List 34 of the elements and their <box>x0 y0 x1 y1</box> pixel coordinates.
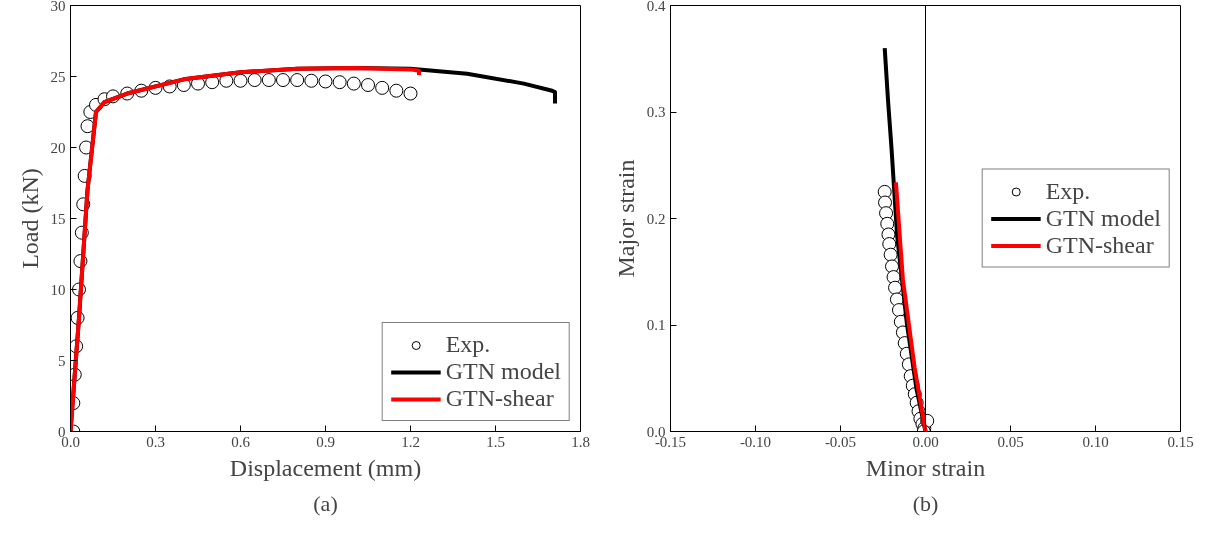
x-tick-label: 0.6 <box>231 433 251 450</box>
y-tick-label: 0.3 <box>646 104 666 120</box>
y-axis-title: Major strain <box>612 159 639 278</box>
legend-label: GTN-shear <box>445 385 554 412</box>
x-tick-label: 1.2 <box>401 433 420 450</box>
y-tick-label: 25 <box>50 68 66 85</box>
x-tick-label: 0.00 <box>912 433 939 450</box>
legend-label: GTN model <box>445 358 561 385</box>
y-tick-label: 5 <box>58 352 66 369</box>
legend-label: GTN-shear <box>1045 231 1154 259</box>
y-tick-label: 0.2 <box>646 210 666 227</box>
x-tick-label: 1.8 <box>571 433 590 450</box>
x-tick-label: 0.10 <box>1082 433 1109 450</box>
x-tick-label: 0.05 <box>997 433 1024 450</box>
text: (a) <box>313 490 338 516</box>
x-tick-label: 1.5 <box>486 433 505 450</box>
y-tick-label: 15 <box>50 210 66 227</box>
x-tick-label: 0.9 <box>316 433 335 450</box>
x-tick-label: -0.05 <box>824 433 857 450</box>
y-tick-label: 0.1 <box>646 317 666 333</box>
y-tick-label: 10 <box>50 281 66 298</box>
legend-label: Exp. <box>445 331 491 358</box>
legend-label: GTN model <box>1045 204 1161 232</box>
y-tick-label: 20 <box>50 139 66 156</box>
y-tick-label: 30 <box>50 0 66 14</box>
y-axis-title: Load (kN) <box>16 168 43 269</box>
x-tick-label: 0.15 <box>1167 433 1194 450</box>
text: (b) <box>912 490 939 516</box>
x-axis-title: Minor strain <box>865 454 986 481</box>
y-tick-label: 0.4 <box>646 0 666 14</box>
legend-label: Exp. <box>1045 177 1091 205</box>
x-axis-title: Displacement (mm) <box>229 454 422 481</box>
x-tick-label: 0.3 <box>146 433 165 450</box>
x-tick-label: -0.10 <box>739 433 772 450</box>
